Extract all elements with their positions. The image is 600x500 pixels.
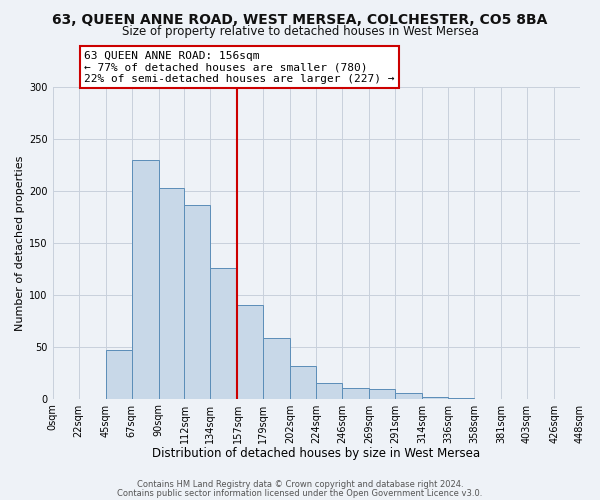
X-axis label: Distribution of detached houses by size in West Mersea: Distribution of detached houses by size …: [152, 447, 481, 460]
Text: 63, QUEEN ANNE ROAD, WEST MERSEA, COLCHESTER, CO5 8BA: 63, QUEEN ANNE ROAD, WEST MERSEA, COLCHE…: [52, 12, 548, 26]
Bar: [395, 394, 422, 398]
Text: 63 QUEEN ANNE ROAD: 156sqm
← 77% of detached houses are smaller (780)
22% of sem: 63 QUEEN ANNE ROAD: 156sqm ← 77% of deta…: [84, 50, 395, 84]
Bar: [211, 268, 238, 398]
Text: Contains public sector information licensed under the Open Government Licence v3: Contains public sector information licen…: [118, 488, 482, 498]
Bar: [342, 388, 369, 398]
Bar: [106, 350, 131, 399]
Bar: [422, 396, 448, 398]
Bar: [238, 305, 263, 398]
Bar: [158, 188, 184, 398]
Bar: [184, 206, 211, 398]
Bar: [263, 338, 290, 398]
Bar: [131, 160, 158, 398]
Text: Contains HM Land Registry data © Crown copyright and database right 2024.: Contains HM Land Registry data © Crown c…: [137, 480, 463, 489]
Bar: [290, 366, 316, 398]
Bar: [369, 390, 395, 398]
Text: Size of property relative to detached houses in West Mersea: Size of property relative to detached ho…: [122, 25, 478, 38]
Bar: [316, 383, 342, 398]
Y-axis label: Number of detached properties: Number of detached properties: [15, 155, 25, 330]
